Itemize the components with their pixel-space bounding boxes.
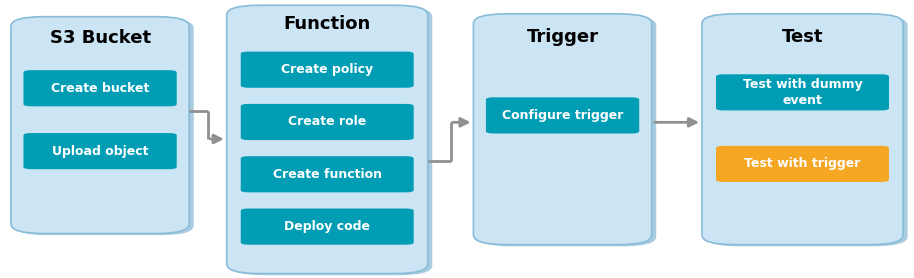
FancyBboxPatch shape: [473, 14, 652, 245]
FancyBboxPatch shape: [707, 16, 908, 246]
FancyBboxPatch shape: [231, 7, 432, 275]
FancyBboxPatch shape: [24, 133, 176, 169]
Text: Upload object: Upload object: [52, 145, 148, 158]
Text: Configure trigger: Configure trigger: [502, 109, 623, 122]
FancyBboxPatch shape: [16, 18, 194, 235]
Text: Test with dummy
event: Test with dummy event: [742, 78, 863, 106]
FancyBboxPatch shape: [240, 208, 414, 245]
FancyBboxPatch shape: [24, 70, 176, 106]
Text: Trigger: Trigger: [526, 28, 599, 46]
Text: Create policy: Create policy: [282, 63, 373, 76]
Text: S3 Bucket: S3 Bucket: [49, 29, 151, 47]
Text: Create role: Create role: [288, 115, 367, 128]
Text: Deploy code: Deploy code: [284, 220, 370, 233]
FancyBboxPatch shape: [716, 74, 889, 110]
FancyBboxPatch shape: [240, 156, 414, 192]
Text: Test: Test: [781, 28, 824, 46]
FancyBboxPatch shape: [486, 97, 639, 133]
Text: Create bucket: Create bucket: [51, 82, 149, 95]
Text: Function: Function: [283, 15, 371, 33]
FancyBboxPatch shape: [702, 14, 903, 245]
FancyBboxPatch shape: [11, 17, 189, 234]
Text: Create function: Create function: [272, 168, 382, 181]
FancyBboxPatch shape: [240, 52, 414, 88]
FancyBboxPatch shape: [716, 146, 889, 182]
FancyBboxPatch shape: [240, 104, 414, 140]
FancyBboxPatch shape: [227, 5, 428, 274]
FancyBboxPatch shape: [478, 16, 656, 246]
Text: Test with trigger: Test with trigger: [744, 157, 861, 170]
